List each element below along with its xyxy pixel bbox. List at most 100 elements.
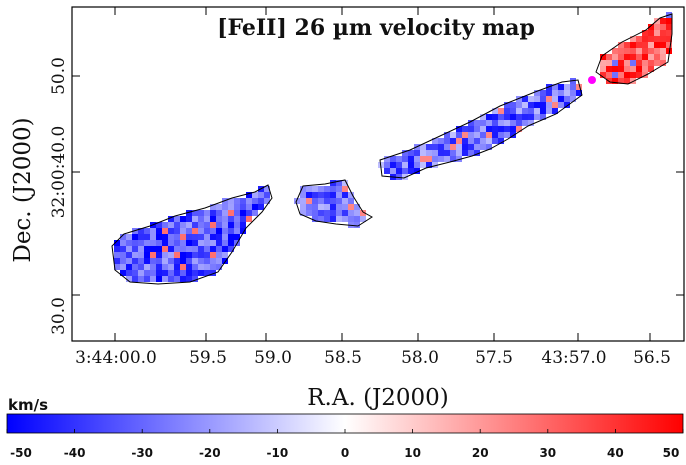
velocity-pixel	[132, 258, 138, 264]
velocity-pixel	[624, 42, 630, 48]
velocity-pixel	[642, 54, 648, 60]
velocity-pixel	[648, 24, 654, 30]
velocity-pixel	[342, 216, 348, 222]
velocity-pixel	[504, 120, 510, 126]
velocity-pixel	[138, 258, 144, 264]
velocity-pixel	[492, 120, 498, 126]
velocity-pixel	[408, 162, 414, 168]
velocity-pixel	[318, 204, 324, 210]
velocity-pixel	[168, 234, 174, 240]
velocity-pixel	[204, 258, 210, 264]
velocity-pixel	[324, 186, 330, 192]
velocity-pixel	[138, 228, 144, 234]
velocity-pixel	[438, 156, 444, 162]
velocity-pixel	[168, 246, 174, 252]
velocity-pixel	[642, 42, 648, 48]
velocity-pixel	[540, 96, 546, 102]
velocity-pixel	[210, 222, 216, 228]
velocity-pixel	[504, 108, 510, 114]
velocity-pixel	[174, 270, 180, 276]
velocity-pixel	[528, 102, 534, 108]
velocity-pixel	[468, 126, 474, 132]
velocity-pixel	[150, 276, 156, 282]
velocity-pixel	[210, 210, 216, 216]
velocity-pixel	[192, 276, 198, 282]
velocity-pixel	[660, 36, 666, 42]
velocity-pixel	[618, 42, 624, 48]
velocity-pixel	[300, 204, 306, 210]
velocity-pixel	[204, 246, 210, 252]
velocity-pixel	[390, 156, 396, 162]
velocity-pixel	[474, 150, 480, 156]
velocity-pixel	[144, 246, 150, 252]
velocity-pixel	[564, 90, 570, 96]
velocity-pixel	[648, 66, 654, 72]
velocity-pixel	[186, 258, 192, 264]
velocity-pixel	[150, 240, 156, 246]
velocity-pixel	[474, 138, 480, 144]
velocity-pixel	[138, 234, 144, 240]
velocity-pixel	[648, 36, 654, 42]
velocity-pixel	[492, 132, 498, 138]
velocity-pixel	[324, 216, 330, 222]
contour-central-knot	[295, 179, 373, 227]
velocity-pixel	[210, 240, 216, 246]
y-tick-label: 30.0	[49, 297, 69, 335]
velocity-pixel	[240, 198, 246, 204]
velocity-pixel	[234, 198, 240, 204]
velocity-pixel	[516, 126, 522, 132]
velocity-pixel	[324, 192, 330, 198]
velocity-pixel	[534, 90, 540, 96]
velocity-pixel	[624, 54, 630, 60]
velocity-pixel	[336, 198, 342, 204]
velocity-pixel	[228, 210, 234, 216]
velocity-pixel	[120, 270, 126, 276]
velocity-pixel	[444, 156, 450, 162]
velocity-pixel	[456, 144, 462, 150]
velocity-pixel	[498, 132, 504, 138]
velocity-pixel	[636, 60, 642, 66]
velocity-pixel	[396, 174, 402, 180]
velocity-pixel	[510, 126, 516, 132]
velocity-pixel	[486, 144, 492, 150]
velocity-pixel	[318, 210, 324, 216]
velocity-pixel	[426, 156, 432, 162]
velocity-pixel	[534, 108, 540, 114]
velocity-pixel	[144, 234, 150, 240]
y-tick-label: 32:00:40.0	[49, 126, 69, 219]
velocity-pixel	[630, 72, 636, 78]
velocity-pixel	[618, 72, 624, 78]
velocity-pixel	[330, 210, 336, 216]
velocity-pixel	[462, 138, 468, 144]
velocity-pixel	[666, 36, 672, 42]
velocity-pixel	[168, 240, 174, 246]
velocity-pixel	[522, 120, 528, 126]
velocity-pixel	[636, 48, 642, 54]
colorbar-tick-label: -10	[267, 446, 289, 460]
velocity-pixel	[354, 204, 360, 210]
velocity-pixel	[192, 228, 198, 234]
velocity-pixel	[228, 222, 234, 228]
velocity-pixel	[408, 168, 414, 174]
velocity-pixel	[138, 276, 144, 282]
velocity-pixel	[420, 162, 426, 168]
velocity-pixel	[354, 222, 360, 228]
velocity-pixel	[570, 84, 576, 90]
velocity-pixel	[126, 276, 132, 282]
velocity-pixel	[612, 60, 618, 66]
velocity-pixel	[192, 240, 198, 246]
velocity-pixel	[522, 114, 528, 120]
velocity-pixel	[216, 252, 222, 258]
velocity-pixel	[312, 216, 318, 222]
velocity-pixel	[222, 252, 228, 258]
velocity-pixel	[246, 198, 252, 204]
velocity-pixel	[630, 60, 636, 66]
velocity-pixel	[600, 54, 606, 60]
velocity-pixel	[156, 222, 162, 228]
velocity-pixel	[498, 108, 504, 114]
velocity-pixel	[120, 234, 126, 240]
velocity-pixel	[174, 246, 180, 252]
velocity-pixel	[636, 54, 642, 60]
velocity-pixel	[360, 210, 366, 216]
velocity-pixel	[624, 78, 630, 84]
